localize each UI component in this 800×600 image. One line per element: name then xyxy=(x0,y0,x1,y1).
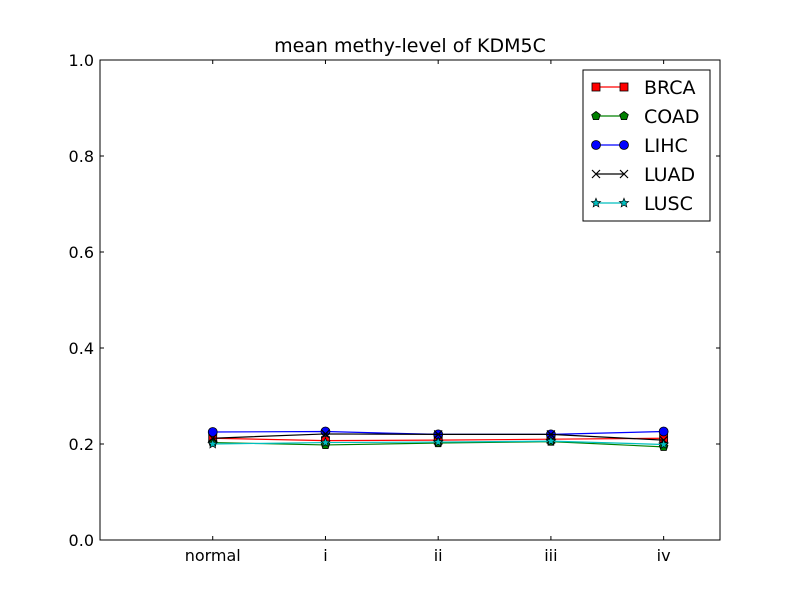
legend-label-brca: BRCA xyxy=(644,77,696,99)
legend-entry-luad: LUAD xyxy=(591,164,695,186)
x-tick-label: ii xyxy=(434,546,443,565)
data-point-lihc xyxy=(658,426,669,437)
legend-entry-lusc: LUSC xyxy=(590,193,693,215)
y-tick-label: 0.8 xyxy=(69,147,94,166)
y-tick-label: 0.6 xyxy=(69,243,94,262)
series-lusc xyxy=(207,435,670,450)
legend-marker-lihc xyxy=(619,140,629,150)
legend-entry-brca: BRCA xyxy=(591,77,696,99)
y-tick-label: 1.0 xyxy=(69,51,94,70)
data-point-luad xyxy=(546,429,556,439)
data-point-luad xyxy=(208,433,218,443)
data-point-luad xyxy=(321,429,330,439)
legend-marker-luad xyxy=(591,169,601,179)
legend-entry-coad: COAD xyxy=(591,106,700,128)
legend-marker-lusc xyxy=(590,197,602,208)
data-point-lusc xyxy=(658,438,670,450)
legend-label-coad: COAD xyxy=(644,106,700,128)
data-point-lusc xyxy=(545,435,557,446)
x-tick-label: i xyxy=(323,546,327,565)
data-point-lusc xyxy=(319,436,331,448)
series-luad xyxy=(208,429,669,445)
data-point-lihc xyxy=(207,427,218,437)
series-layer xyxy=(207,426,670,451)
legend-label-lihc: LIHC xyxy=(644,135,688,157)
data-point-lusc xyxy=(432,436,444,447)
legend-marker-brca xyxy=(619,82,629,92)
plot-frame xyxy=(99,59,721,541)
data-point-luad xyxy=(433,429,443,439)
x-tick-label: iv xyxy=(657,546,671,565)
legend-marker-coad xyxy=(591,111,601,121)
legend: BRCA COAD LIHC LUAD LUSC xyxy=(582,69,711,222)
legend-marker-coad xyxy=(619,111,629,121)
y-tick-label: 0.4 xyxy=(69,339,94,358)
legend-label-lusc: LUSC xyxy=(644,193,693,215)
data-point-lusc xyxy=(207,438,219,449)
legend-entry-lihc: LIHC xyxy=(591,135,688,157)
legend-marker-lihc xyxy=(591,140,601,150)
y-tick-label: 0.2 xyxy=(69,435,94,454)
x-tick-label: normal xyxy=(185,546,241,565)
legend-marker-luad xyxy=(619,169,629,179)
y-tick-label: 0.0 xyxy=(69,531,94,550)
chart-title: mean methy-level of KDM5C xyxy=(274,35,546,57)
legend-marker-lusc xyxy=(618,197,630,208)
x-tick-label: iii xyxy=(544,546,557,565)
legend-label-luad: LUAD xyxy=(644,164,695,186)
legend-marker-brca xyxy=(591,82,601,92)
